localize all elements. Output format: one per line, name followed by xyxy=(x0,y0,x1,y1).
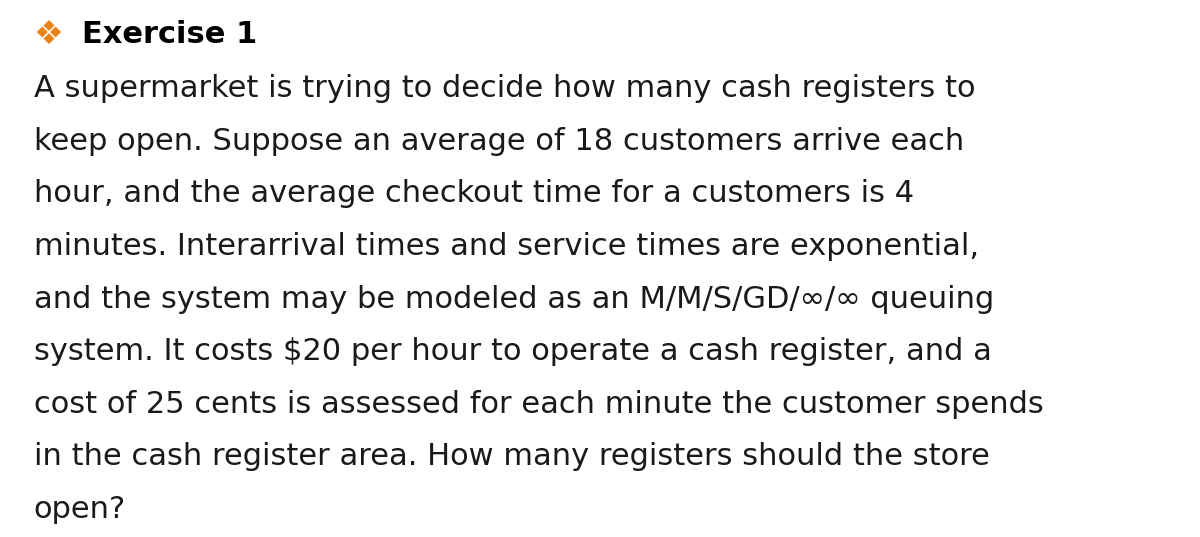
Text: in the cash register area. How many registers should the store: in the cash register area. How many regi… xyxy=(34,442,990,471)
Text: hour, and the average checkout time for a customers is 4: hour, and the average checkout time for … xyxy=(34,179,913,208)
Text: system. It costs $20 per hour to operate a cash register, and a: system. It costs $20 per hour to operate… xyxy=(34,337,991,366)
Text: open?: open? xyxy=(34,495,126,524)
Text: Exercise 1: Exercise 1 xyxy=(82,20,257,49)
Text: cost of 25 cents is assessed for each minute the customer spends: cost of 25 cents is assessed for each mi… xyxy=(34,390,1043,419)
Text: A supermarket is trying to decide how many cash registers to: A supermarket is trying to decide how ma… xyxy=(34,74,976,103)
Text: keep open. Suppose an average of 18 customers arrive each: keep open. Suppose an average of 18 cust… xyxy=(34,127,964,156)
Text: and the system may be modeled as an M/M/S/GD/∞/∞ queuing: and the system may be modeled as an M/M/… xyxy=(34,285,994,314)
Text: ❖: ❖ xyxy=(34,18,64,52)
Text: minutes. Interarrival times and service times are exponential,: minutes. Interarrival times and service … xyxy=(34,232,979,261)
